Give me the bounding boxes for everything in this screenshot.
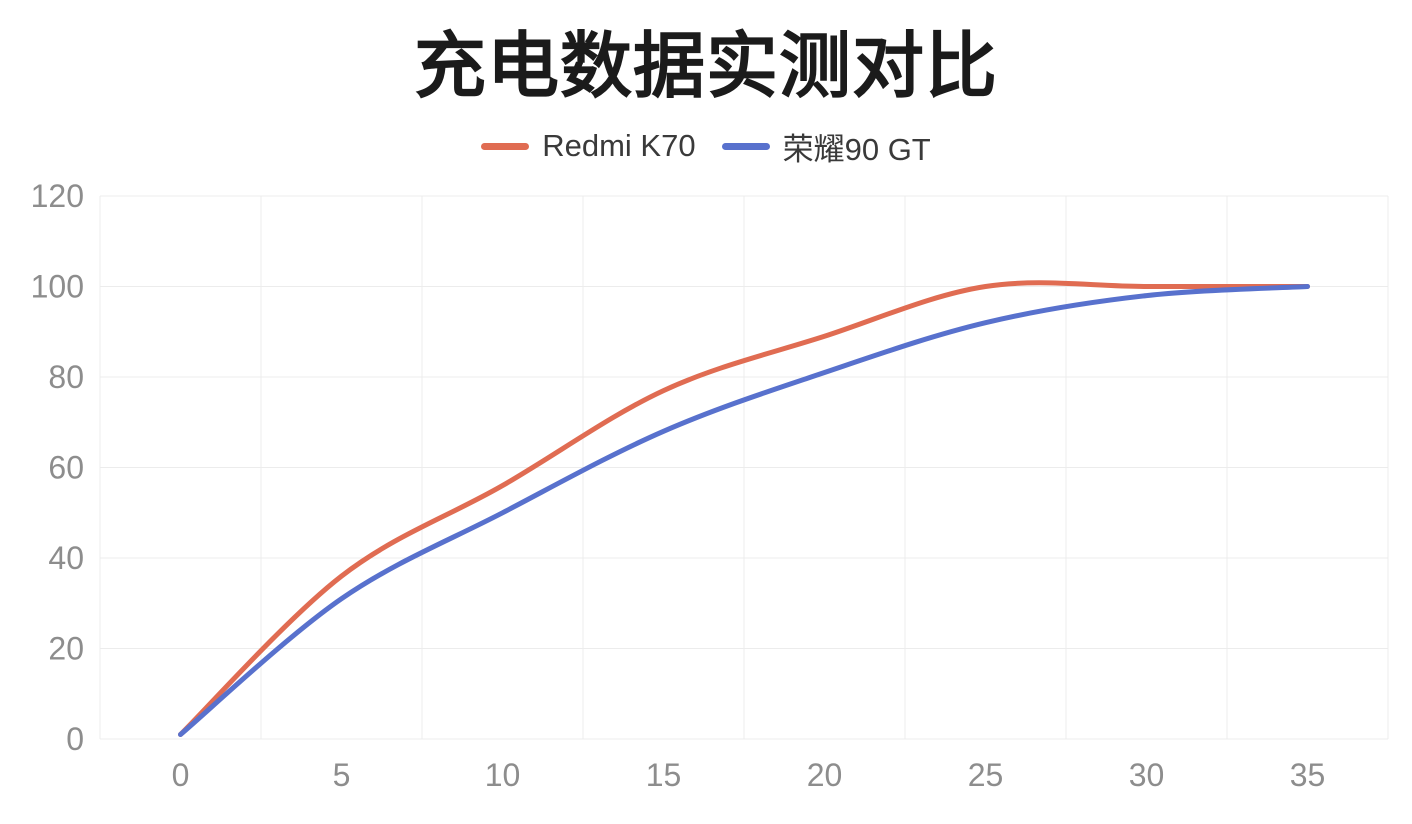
x-tick-label: 5 bbox=[333, 757, 351, 793]
y-tick-label: 60 bbox=[48, 450, 84, 486]
x-tick-label: 15 bbox=[646, 757, 682, 793]
chart-legend: Redmi K70 荣耀90 GT bbox=[0, 127, 1412, 167]
x-tick-label: 30 bbox=[1129, 757, 1165, 793]
chart-title: 充电数据实测对比 bbox=[413, 27, 998, 107]
x-tick-label: 0 bbox=[172, 757, 190, 793]
y-tick-label: 100 bbox=[31, 269, 84, 305]
legend-swatch-honor-90gt bbox=[721, 142, 770, 150]
x-tick-label: 25 bbox=[968, 757, 1004, 793]
legend-item-honor-90gt[interactable]: 荣耀90 GT bbox=[721, 124, 931, 169]
x-tick-label: 20 bbox=[807, 757, 843, 793]
series-line-0 bbox=[178, 280, 1310, 737]
x-tick-label: 10 bbox=[485, 757, 521, 793]
legend-label-honor-90gt: 荣耀90 GT bbox=[782, 131, 931, 167]
y-tick-label: 20 bbox=[48, 631, 84, 667]
grid-lines bbox=[99, 195, 1389, 740]
y-tick-label: 40 bbox=[48, 540, 84, 576]
legend-swatch-redmi-k70 bbox=[481, 142, 530, 150]
series-line-1 bbox=[178, 284, 1310, 737]
y-tick-label: 80 bbox=[48, 359, 84, 395]
x-tick-label: 35 bbox=[1290, 757, 1326, 793]
legend-item-redmi-k70[interactable]: Redmi K70 bbox=[481, 128, 696, 164]
y-axis-labels: 0 20 40 60 80 100 120 bbox=[31, 178, 84, 757]
x-axis-labels: 0 5 10 15 20 25 30 35 bbox=[172, 757, 1326, 793]
y-tick-label: 120 bbox=[31, 178, 84, 214]
y-tick-label: 0 bbox=[66, 721, 84, 757]
legend-label-redmi-k70: Redmi K70 bbox=[542, 128, 696, 163]
